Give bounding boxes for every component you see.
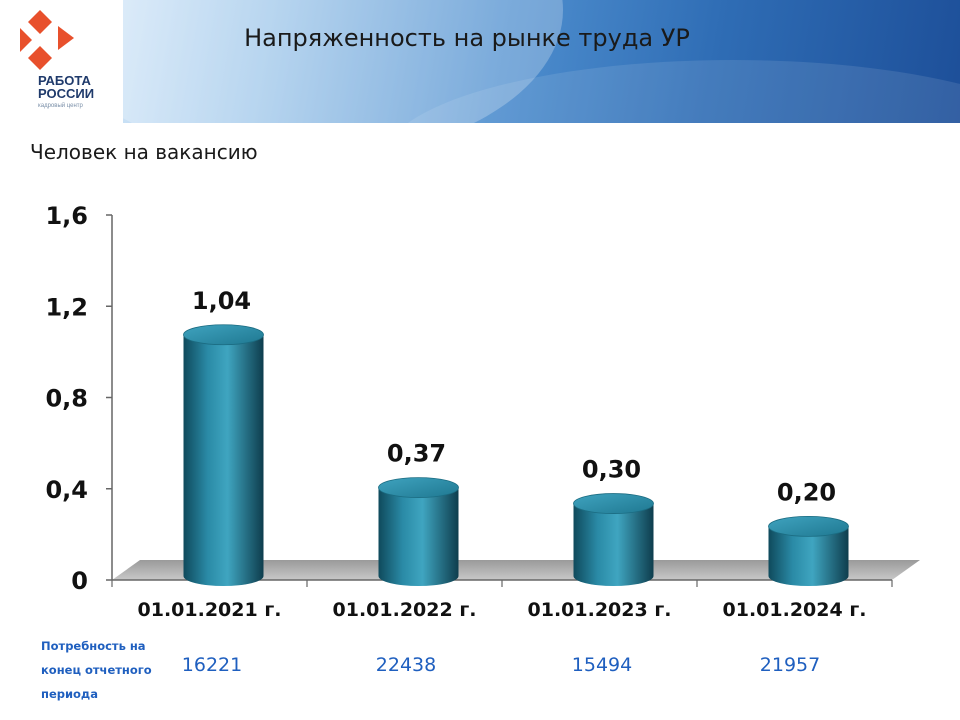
category-label: 01.01.2024 г. [723, 599, 867, 621]
bar-body [573, 503, 654, 586]
logo: РАБОТА РОССИИ кадровый центр [0, 0, 123, 123]
page-title: Напряженность на рынке труда УР [244, 24, 690, 52]
logo-wordmark: РАБОТА РОССИИ [38, 74, 94, 100]
logo-icon [20, 10, 74, 70]
chart-floor [112, 560, 920, 580]
y-tick-label: 0,8 [45, 385, 88, 413]
demand-row-label: Потребность на конец отчетного периода [41, 639, 152, 701]
y-tick-label: 1,2 [45, 293, 88, 321]
category-label: 01.01.2023 г. [528, 599, 672, 621]
bar-value-label: 1,04 [192, 287, 251, 315]
bar-top [378, 477, 459, 498]
bar-body [183, 334, 264, 586]
y-tick-label: 0 [71, 567, 88, 595]
header-banner [123, 0, 960, 123]
category-label: 01.01.2022 г. [333, 599, 477, 621]
bar-chart: 0 0,4 0,8 1,2 1,6 1,04 01.01.2021 г. 0,37 01.01… [45, 202, 920, 621]
logo-line-1: РАБОТА [38, 73, 91, 88]
bar-body [768, 526, 849, 586]
chart-subtitle: Человек на вакансию [30, 140, 258, 164]
bar [378, 477, 459, 586]
category-label: 01.01.2021 г. [138, 599, 282, 621]
bar-value-label: 0,37 [387, 440, 446, 468]
bar-top [573, 493, 654, 514]
logo-tagline: кадровый центр [38, 103, 83, 109]
demand-value-2024: 21957 [759, 654, 821, 676]
bar-top [768, 515, 849, 537]
bar-value-label: 0,30 [582, 456, 641, 484]
y-tick-label: 1,6 [45, 202, 88, 230]
demand-value-2021: 16221 [181, 654, 243, 676]
bar [768, 515, 849, 586]
bar-value-label: 0,20 [777, 478, 836, 506]
demand-value-2023: 15494 [571, 654, 633, 676]
bar [183, 324, 264, 586]
logo-line-2: РОССИИ [38, 86, 95, 101]
bar-body [378, 487, 459, 586]
bar [573, 493, 654, 586]
demand-value-2022: 22438 [375, 654, 437, 676]
bar-top [183, 324, 264, 346]
y-tick-label: 0,4 [45, 476, 88, 504]
